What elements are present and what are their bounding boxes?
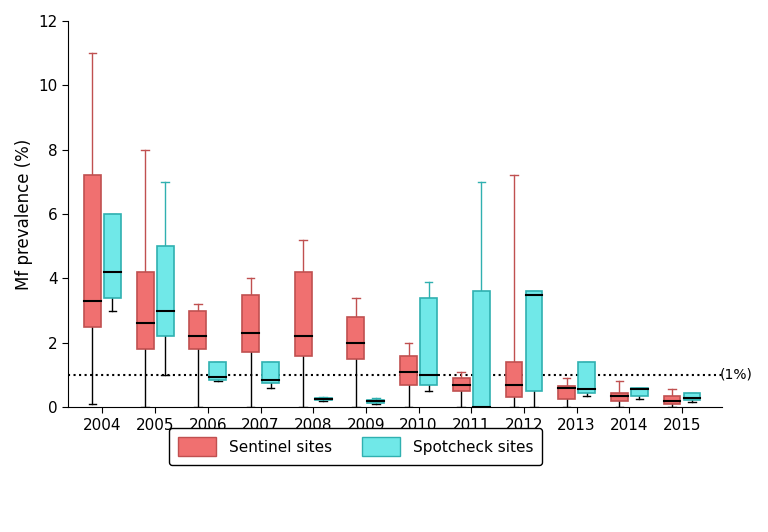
Bar xyxy=(684,393,700,400)
Bar xyxy=(664,396,680,404)
Y-axis label: Mf prevalence (%): Mf prevalence (%) xyxy=(15,138,33,290)
Text: (1%): (1%) xyxy=(720,368,753,382)
Bar xyxy=(262,362,279,383)
Bar xyxy=(137,272,154,349)
Bar xyxy=(453,378,470,391)
Bar xyxy=(473,292,490,407)
Bar xyxy=(525,292,542,391)
Bar xyxy=(505,362,522,397)
Bar xyxy=(157,246,174,336)
Bar xyxy=(558,386,575,399)
Bar xyxy=(242,295,259,352)
Legend: Sentinel sites, Spotcheck sites: Sentinel sites, Spotcheck sites xyxy=(169,428,542,465)
Bar xyxy=(315,398,332,400)
Bar xyxy=(190,311,207,349)
Bar xyxy=(347,317,364,359)
Bar xyxy=(611,393,627,401)
Bar xyxy=(400,355,417,385)
Bar xyxy=(368,400,384,403)
Bar xyxy=(295,272,312,355)
Bar xyxy=(84,176,101,327)
Bar xyxy=(578,362,595,393)
Bar xyxy=(631,388,647,396)
Bar xyxy=(104,214,121,298)
Bar xyxy=(210,362,227,380)
Bar xyxy=(420,298,437,385)
